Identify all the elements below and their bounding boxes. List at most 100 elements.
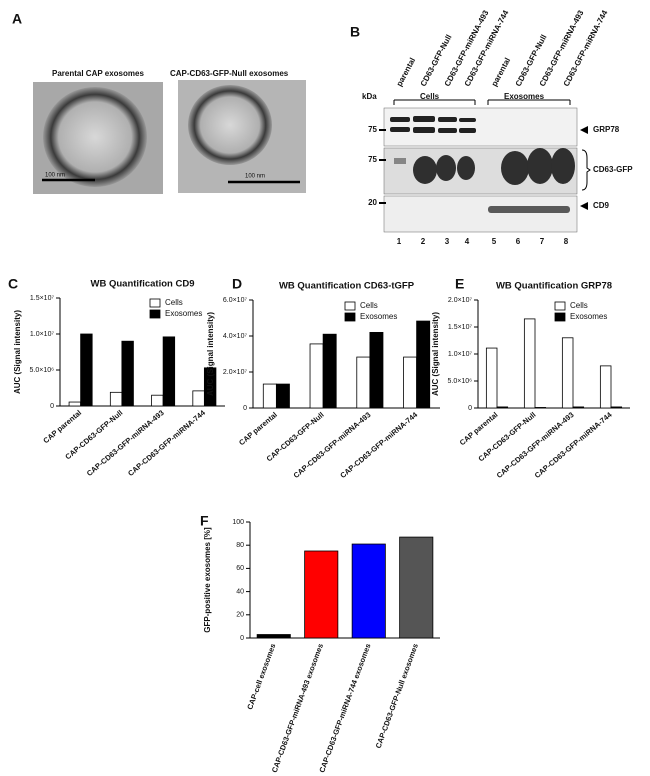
panel-letter: D [232,276,242,292]
lane-header: parental [395,56,418,88]
bar [80,333,93,407]
bar [304,550,339,639]
x-tick-label: CAP-cell exosomes [245,642,277,711]
legend-swatch [344,312,356,322]
bar [68,401,82,407]
bar [351,543,386,639]
y-tick-label: 4.0×10⁷ [223,333,248,340]
image-caption: Parental CAP exosomes [52,69,144,78]
lane-header: CD63-GFP-miRNA-744 [562,8,610,88]
panel-letter: F [200,513,209,529]
bar [610,406,623,409]
panel-letter: E [455,276,464,292]
x-tick-label: CAP-CD63-GFP-miRNA-493 [292,410,373,480]
bar [369,331,384,409]
lane-header: parental [490,56,513,88]
arrow [580,202,588,210]
band-label: CD63-GFP [593,165,633,174]
marker-label: 75 [368,125,377,134]
legend-label: Cells [360,301,378,310]
bar [256,634,291,639]
x-tick-label: CAP parental [237,410,279,447]
x-tick-label: CAP-CD63-GFP-Null exosomes [374,642,420,749]
marker-label: 75 [368,155,377,164]
bar [403,356,418,409]
lane-headers: parental CD63-GFP-NullCD63-GFP-miRNA-493C… [395,8,610,88]
marker-label: 20 [368,198,377,207]
bar [599,365,612,409]
kda-label: kDa [362,92,377,101]
y-tick-label: 60 [236,565,244,572]
x-tick-label: CAP-CD63-GFP-miRNA-493 exosomes [270,642,325,774]
lane-number: 4 [465,237,470,246]
chart-title: WB Quantification GRP78 [496,281,612,292]
lane-number: 6 [516,237,521,246]
bar [523,318,536,409]
y-tick-label: 6.0×10⁷ [223,297,248,304]
bar [485,347,498,409]
lane-numbers: 1 2 3 4 5 6 7 8 [397,237,569,246]
em-image [33,82,163,194]
y-axis-label: GFP-positive exosomes [%] [203,527,212,633]
y-tick-label: 1.0×10⁷ [448,351,473,358]
chart-title: WB Quantification CD63-tGFP [279,281,415,292]
legend-swatch [554,312,566,322]
bar [262,383,277,409]
legend-label: Exosomes [360,312,397,321]
panel-letter: B [350,24,360,40]
legend-swatch [344,301,356,311]
x-tick-label: CAP-CD63-GFP-miRNA-744 [533,410,614,480]
bar [356,356,371,409]
bar [416,320,431,409]
lane-number: 5 [492,237,497,246]
legend-swatch [554,301,566,311]
y-tick-label: 20 [236,612,244,619]
legend-swatch [149,298,161,308]
bar [151,394,164,407]
y-tick-label: 2.0×10⁷ [223,369,248,376]
bar [399,536,434,639]
x-tick-label: CAP-CD63-GFP-miRNA-744 [338,410,419,480]
y-tick-label: 1.0×10⁷ [30,331,55,338]
bar [203,367,217,407]
band-label: CD9 [593,201,610,210]
image-caption: CAP-CD63-GFP-Null exosomes [170,69,289,78]
x-tick-label: CAP-CD63-GFP-miRNA-744 exosomes [317,642,372,774]
band-label: GRP78 [593,125,620,134]
y-axis-label: AUC (Signal intensity) [13,310,22,394]
x-tick-label: CAP-CD63-GFP-miRNA-744 [126,408,207,478]
panel-letter: C [8,276,18,292]
arrow [580,126,588,134]
group-label: Cells [420,92,440,101]
y-tick-label: 80 [236,542,244,549]
legend-swatch [149,309,161,319]
y-tick-label: 1.5×10⁷ [30,295,55,302]
em-image [178,80,306,193]
bar [109,391,123,407]
bar [309,343,324,409]
bar [275,383,290,409]
bar [496,406,509,409]
y-tick-label: 0 [50,403,54,410]
bar [561,337,574,409]
bar [572,406,585,409]
x-tick-label: CAP parental [41,408,83,445]
x-tick-label: CAP-CD63-GFP-miRNA-493 [85,408,166,478]
y-tick-label: 40 [236,588,244,595]
lane-number: 7 [540,237,545,246]
bar [534,407,547,409]
bar [162,336,176,407]
scale-bar-label: 100 nm [245,174,265,180]
scale-bar-label: 100 nm [45,173,65,179]
y-tick-label: 0 [243,405,247,412]
legend-label: Exosomes [570,312,607,321]
y-tick-label: 0 [240,635,244,642]
lane-number: 8 [564,237,569,246]
chart-title: WB Quantification CD9 [91,279,195,290]
legend-label: Exosomes [165,309,202,318]
y-axis-label: AUC (Signal intensity) [206,312,215,396]
y-tick-label: 5.0×10⁶ [448,378,473,385]
y-axis-label: AUC (Signal intensity) [431,312,440,396]
y-tick-label: 100 [232,519,244,526]
x-tick-label: CAP-CD63-GFP-miRNA-493 [495,410,576,480]
